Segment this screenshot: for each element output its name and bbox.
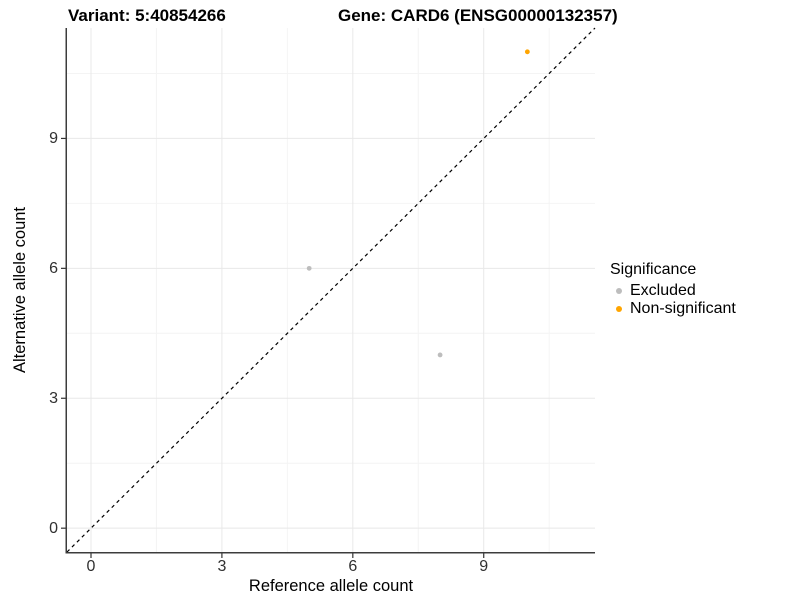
data-point-excluded [306,265,312,271]
y-axis-title: Alternative allele count [11,206,29,374]
legend-item: Non-significant [610,300,796,318]
legend-item-label: Excluded [630,282,696,299]
variant-title: Variant: 5:40854266 [68,6,226,25]
legend-items: Excluded Non-significant [610,282,796,318]
y-tick-label: 9 [49,129,58,147]
y-tick-label: 3 [49,389,58,407]
y-tick-label: 0 [49,519,58,537]
legend-key-dot-icon [616,306,622,312]
legend: Significance Excluded Non-significant [610,261,796,318]
y-tick-label: 6 [49,259,58,277]
identity-line [66,27,596,553]
legend-key-dot-icon [616,288,622,294]
x-tick-label: 9 [479,558,489,575]
x-axis-title: Reference allele count [248,577,414,595]
gene-title: Gene: CARD6 (ENSG00000132357) [338,6,618,25]
legend-title: Significance [610,261,697,278]
legend-item-label: Non-significant [630,300,736,317]
data-point-non-significant [524,49,530,55]
x-tick-label: 0 [86,558,96,575]
x-tick-label: 3 [217,558,227,575]
x-tick-label: 6 [348,558,358,575]
legend-item: Excluded [610,282,796,300]
data-point-excluded [437,352,443,358]
